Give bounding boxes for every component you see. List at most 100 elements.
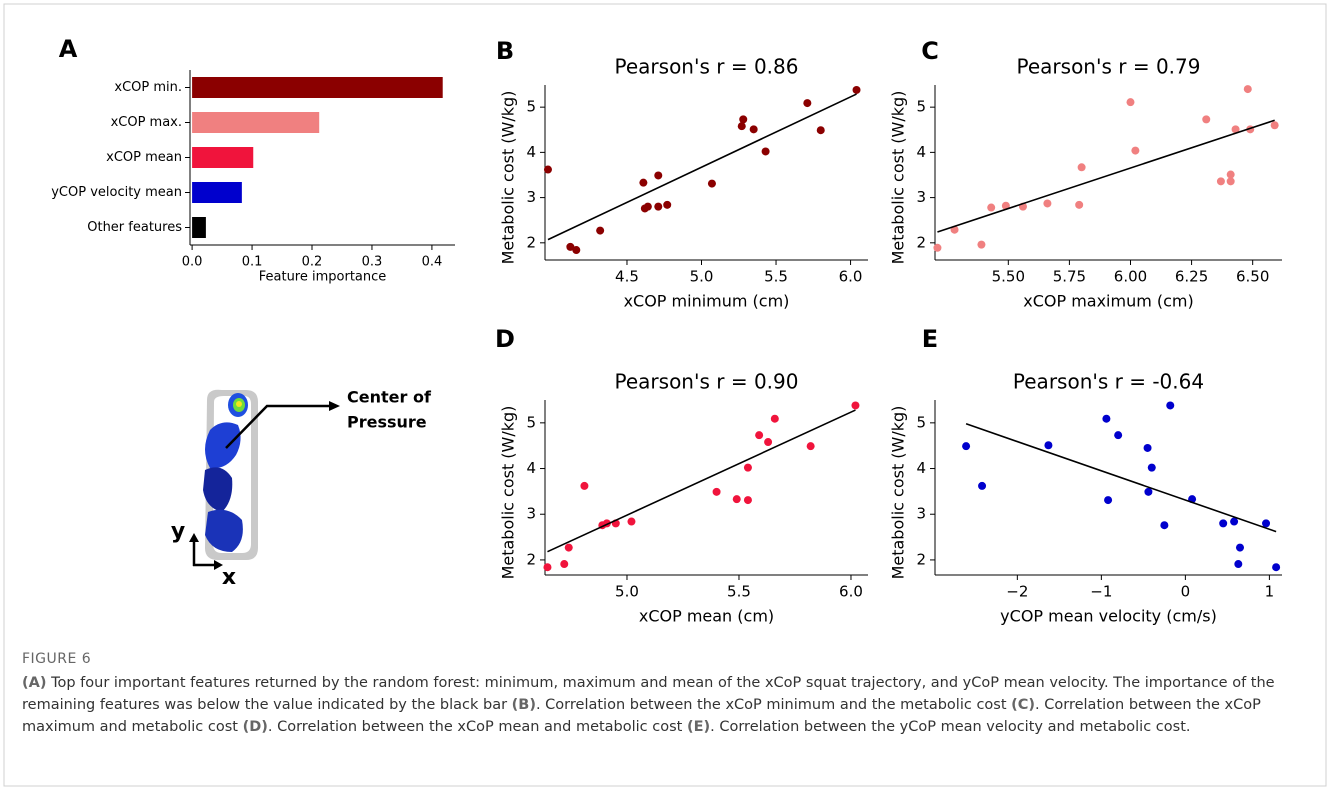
scatter-point — [1216, 177, 1225, 186]
x-tick-label: 0.2 — [302, 255, 323, 270]
x-tick-label: −2 — [1006, 583, 1028, 601]
scatter-point — [1104, 496, 1113, 505]
figure-border — [3, 3, 1327, 787]
y-tick-label: 5 — [916, 98, 926, 116]
toe-max — [236, 401, 242, 407]
y-tick-label: 5 — [916, 413, 926, 431]
bar — [192, 77, 443, 98]
cop-label: Center of — [347, 388, 432, 407]
scatter-point — [732, 495, 741, 504]
y-axis-label: Metabolic cost (W/kg) — [499, 406, 518, 580]
scatter-point — [1160, 521, 1169, 530]
caption-panel-ref: (C) — [1011, 697, 1036, 713]
caption-label: FIGURE 6 — [22, 651, 92, 667]
heel-pressure — [205, 509, 243, 552]
scatter-point — [1230, 517, 1239, 526]
caption-panel-ref: (D) — [242, 719, 268, 735]
scatter-point — [1243, 85, 1252, 94]
y-tick-label: xCOP mean — [106, 150, 182, 165]
scatter-point — [1270, 121, 1279, 130]
x-tick-label: 0.3 — [362, 255, 383, 270]
scatter-point — [643, 202, 652, 211]
scatter-point — [1143, 443, 1152, 452]
x-tick-label: 0 — [1181, 583, 1191, 601]
scatter-point — [1262, 519, 1271, 528]
scatter-point — [1219, 519, 1228, 528]
panel-letter: B — [496, 37, 514, 65]
caption-sentence: . Correlation between the xCoP maximum a… — [22, 697, 1261, 735]
scatter-point — [654, 171, 663, 180]
bar — [192, 112, 320, 133]
panel: D 5.0 5.5 6.0 xCOP mean (cm) 2 3 4 5 Pearson's r … — [495, 325, 868, 626]
scatter-point — [1231, 125, 1240, 134]
scatter-point — [712, 487, 721, 496]
y-tick-label: 2 — [916, 550, 926, 568]
chart-title: Pearson's r = 0.79 — [1017, 55, 1201, 79]
scatter-point — [1126, 98, 1135, 107]
caption-panel-ref: (B) — [511, 697, 536, 713]
scatter-point — [560, 560, 569, 569]
trend-line — [547, 409, 856, 553]
y-tick-label: Other features — [87, 220, 182, 235]
scatter-point — [1144, 487, 1153, 496]
y-tick-label: 4 — [526, 143, 536, 161]
caption-sentence: . Correlation between the xCoP minimum a… — [535, 697, 1012, 713]
scatter-point — [816, 126, 825, 135]
caption-panel-ref: (A) — [22, 675, 47, 691]
forefoot-pressure — [205, 422, 241, 469]
chart-title: Pearson's r = 0.90 — [615, 370, 799, 394]
caption-panel-ref: (E) — [686, 719, 711, 735]
caption-sentence: . Correlation between the xCoP mean and … — [267, 719, 687, 735]
scatter-point — [564, 543, 573, 552]
caption-sentence: Top four important features returned by … — [22, 675, 1275, 713]
scatter-point — [707, 179, 716, 188]
scatter-point — [639, 178, 648, 187]
x-axis-label: Feature importance — [259, 270, 387, 285]
x-tick-label: 6.0 — [839, 583, 863, 601]
y-tick-label: 4 — [916, 459, 926, 477]
x-tick-label: 5.5 — [727, 583, 751, 601]
scatter-point — [806, 442, 815, 451]
y-tick-label: 3 — [526, 188, 536, 206]
scatter-point — [803, 99, 812, 108]
y-tick-label: 2 — [526, 550, 536, 568]
x-tick-label: 6.00 — [1114, 268, 1147, 286]
panel: E −2 −1 0 1 yCOP mean velocity (cm/s) 2 3 4 5 Pear… — [889, 325, 1282, 626]
x-tick-label: 6.50 — [1236, 268, 1269, 286]
x-tick-label: 4.5 — [615, 268, 639, 286]
scatter-point — [977, 240, 986, 249]
caption: FIGURE 6 (A) Top four important features… — [22, 648, 1312, 738]
x-tick-label: 0.4 — [422, 255, 443, 270]
y-tick-label: 5 — [526, 98, 536, 116]
scatter-point — [851, 401, 860, 410]
scatter-point — [933, 243, 942, 252]
y-axis-label: Metabolic cost (W/kg) — [889, 406, 908, 580]
panel-letter: A — [59, 35, 78, 63]
cop-label: Pressure — [347, 413, 427, 432]
x-axis-label: xCOP maximum (cm) — [1023, 292, 1194, 311]
y-tick-label: 3 — [526, 505, 536, 523]
x-tick-label: 5.50 — [992, 268, 1025, 286]
caption-text: (A) Top four important features returned… — [22, 672, 1312, 738]
y-tick-label: yCOP velocity mean — [51, 185, 182, 200]
x-tick-label: 6.25 — [1175, 268, 1208, 286]
x-tick-label: 5.75 — [1053, 268, 1086, 286]
panel-letter: C — [921, 37, 939, 65]
x-tick-label: 5.0 — [690, 268, 714, 286]
chart-title: Pearson's r = 0.86 — [615, 55, 799, 79]
x-tick-label: 6.0 — [839, 268, 863, 286]
scatter-point — [987, 203, 996, 212]
scatter-point — [739, 115, 748, 124]
y-tick-label: 2 — [526, 233, 536, 251]
x-tick-label: 0.1 — [242, 255, 263, 270]
y-axis-label: Metabolic cost (W/kg) — [889, 91, 908, 265]
cop-pointer — [225, 404, 330, 449]
scatter-point — [749, 125, 758, 134]
scatter-point — [1166, 401, 1175, 410]
y-tick-label: 5 — [526, 413, 536, 431]
midfoot-pressure — [203, 467, 233, 512]
x-tick-label: 1 — [1265, 583, 1275, 601]
trend-line — [965, 423, 1277, 533]
chart-title: Pearson's r = -0.64 — [1013, 370, 1204, 394]
scatter-point — [1272, 563, 1281, 572]
